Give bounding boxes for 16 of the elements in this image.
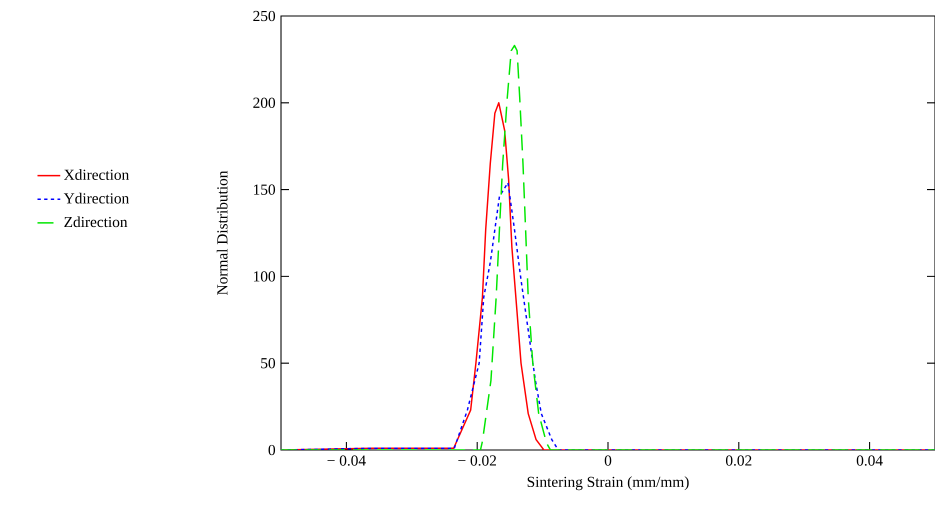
x-tick-label: − 0.04 <box>328 455 366 466</box>
x-tick-label: 0.04 <box>856 455 883 466</box>
legend-label: Ydirection <box>64 192 129 204</box>
y-tick-label: 150 <box>254 184 276 195</box>
legend-label: Zdirection <box>64 216 128 228</box>
y-tick-label: 0 <box>268 444 276 456</box>
x-tick-label: 0 <box>604 455 612 466</box>
x-tick-label: − 0.02 <box>458 455 496 466</box>
x-tick-label: 0.02 <box>726 455 752 466</box>
y-tick-label: 50 <box>261 358 276 368</box>
y-tick-label: 100 <box>254 271 276 282</box>
y-tick-label: 200 <box>253 98 276 108</box>
legend-label: Xdirection <box>64 169 129 180</box>
y-axis-title: Normal Distribution <box>216 170 228 295</box>
x-axis-title: Sintering Strain (mm/mm) <box>528 476 689 490</box>
y-tick-label: 250 <box>253 10 276 22</box>
